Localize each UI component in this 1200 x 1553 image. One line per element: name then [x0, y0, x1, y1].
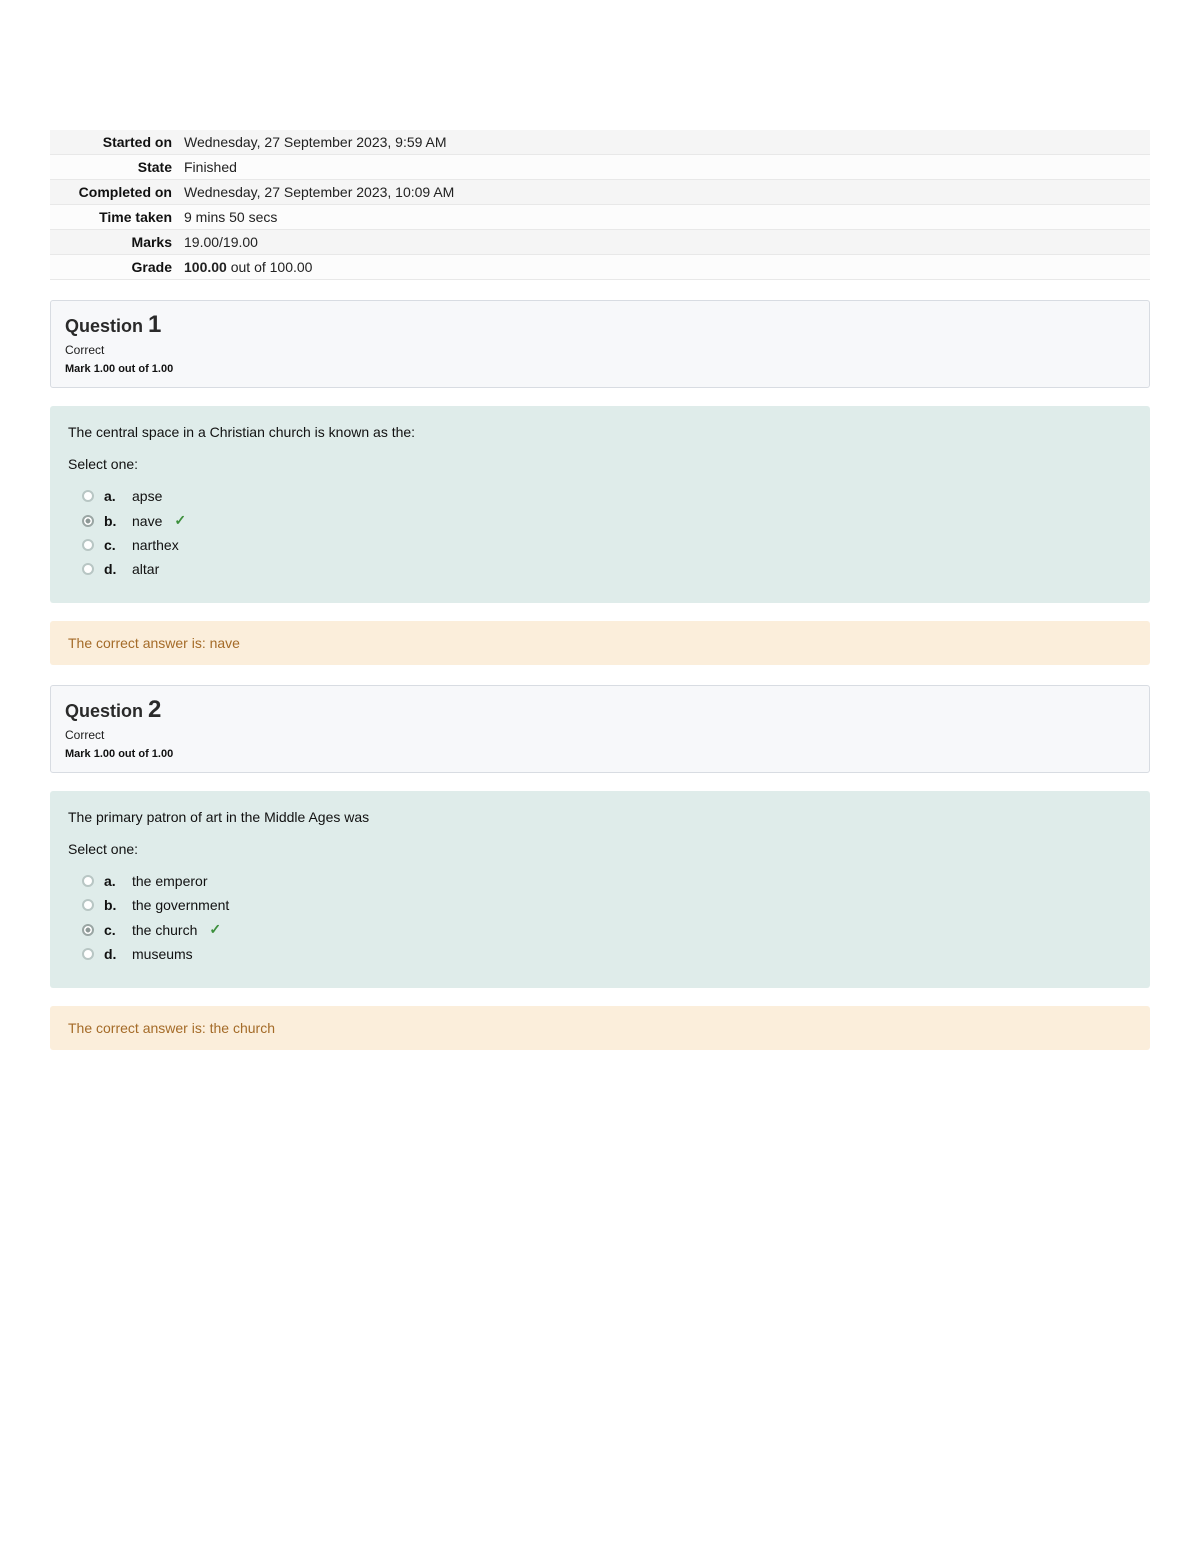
- summary-label: Started on: [50, 130, 180, 155]
- radio-icon[interactable]: [82, 490, 94, 502]
- option-letter: c.: [104, 922, 122, 938]
- options-list: a. apse b. nave ✓ c. narthex d. altar: [68, 484, 1132, 581]
- question-header: Question 1 Correct Mark 1.00 out of 1.00: [50, 300, 1150, 388]
- options-list: a. the emperor b. the government c. the churc…: [68, 869, 1132, 966]
- attempt-summary-table: Started onWednesday, 27 September 2023, …: [50, 130, 1150, 280]
- correct-answer-feedback: The correct answer is: the church: [50, 1006, 1150, 1050]
- radio-icon[interactable]: [82, 539, 94, 551]
- question-mark: Mark 1.00 out of 1.00: [65, 363, 1135, 375]
- question-title: Question 2: [65, 696, 1135, 724]
- summary-row: Grade100.00 out of 100.00: [50, 255, 1150, 280]
- option-text: narthex: [132, 537, 179, 553]
- question-number: 1: [148, 311, 161, 338]
- summary-label: Completed on: [50, 180, 180, 205]
- question-text: The primary patron of art in the Middle …: [68, 809, 1132, 825]
- question-mark: Mark 1.00 out of 1.00: [65, 748, 1135, 760]
- summary-label: Grade: [50, 255, 180, 280]
- question-state: Correct: [65, 728, 1135, 742]
- option-row[interactable]: c. narthex: [82, 533, 1132, 557]
- option-letter: a.: [104, 873, 122, 889]
- correct-answer-feedback: The correct answer is: nave: [50, 621, 1150, 665]
- radio-icon[interactable]: [82, 875, 94, 887]
- summary-row: Started onWednesday, 27 September 2023, …: [50, 130, 1150, 155]
- summary-value: Wednesday, 27 September 2023, 9:59 AM: [180, 130, 1150, 155]
- option-letter: b.: [104, 897, 122, 913]
- radio-icon[interactable]: [82, 924, 94, 936]
- option-text: altar: [132, 561, 159, 577]
- summary-label: Time taken: [50, 205, 180, 230]
- summary-label: State: [50, 155, 180, 180]
- select-one-label: Select one:: [68, 456, 1132, 472]
- summary-value: 100.00 out of 100.00: [180, 255, 1150, 280]
- question-state: Correct: [65, 343, 1135, 357]
- question-text: The central space in a Christian church …: [68, 424, 1132, 440]
- option-letter: a.: [104, 488, 122, 504]
- option-text: museums: [132, 946, 193, 962]
- option-row[interactable]: d. museums: [82, 942, 1132, 966]
- option-text: nave: [132, 513, 162, 529]
- radio-icon[interactable]: [82, 515, 94, 527]
- summary-value: Finished: [180, 155, 1150, 180]
- radio-icon[interactable]: [82, 948, 94, 960]
- check-icon: ✓: [174, 512, 186, 529]
- radio-icon[interactable]: [82, 563, 94, 575]
- option-text: the church: [132, 922, 197, 938]
- question-title: Question 1: [65, 311, 1135, 339]
- correct-answer-text: nave: [210, 635, 240, 651]
- summary-row: Marks19.00/19.00: [50, 230, 1150, 255]
- summary-row: StateFinished: [50, 155, 1150, 180]
- summary-row: Time taken9 mins 50 secs: [50, 205, 1150, 230]
- option-row[interactable]: d. altar: [82, 557, 1132, 581]
- option-row[interactable]: c. the church ✓: [82, 917, 1132, 942]
- option-letter: d.: [104, 946, 122, 962]
- select-one-label: Select one:: [68, 841, 1132, 857]
- option-text: the government: [132, 897, 229, 913]
- question-header: Question 2 Correct Mark 1.00 out of 1.00: [50, 685, 1150, 773]
- summary-label: Marks: [50, 230, 180, 255]
- summary-value: 9 mins 50 secs: [180, 205, 1150, 230]
- option-row[interactable]: b. nave ✓: [82, 508, 1132, 533]
- summary-row: Completed onWednesday, 27 September 2023…: [50, 180, 1150, 205]
- radio-icon[interactable]: [82, 899, 94, 911]
- correct-answer-text: the church: [210, 1020, 275, 1036]
- question-number: 2: [148, 696, 161, 723]
- option-letter: b.: [104, 513, 122, 529]
- summary-value: Wednesday, 27 September 2023, 10:09 AM: [180, 180, 1150, 205]
- option-letter: c.: [104, 537, 122, 553]
- option-row[interactable]: a. the emperor: [82, 869, 1132, 893]
- quiz-review-page: Started onWednesday, 27 September 2023, …: [0, 0, 1200, 1100]
- summary-value: 19.00/19.00: [180, 230, 1150, 255]
- question-content: The central space in a Christian church …: [50, 406, 1150, 603]
- option-text: apse: [132, 488, 162, 504]
- check-icon: ✓: [209, 921, 221, 938]
- option-text: the emperor: [132, 873, 207, 889]
- option-letter: d.: [104, 561, 122, 577]
- option-row[interactable]: a. apse: [82, 484, 1132, 508]
- option-row[interactable]: b. the government: [82, 893, 1132, 917]
- question-content: The primary patron of art in the Middle …: [50, 791, 1150, 988]
